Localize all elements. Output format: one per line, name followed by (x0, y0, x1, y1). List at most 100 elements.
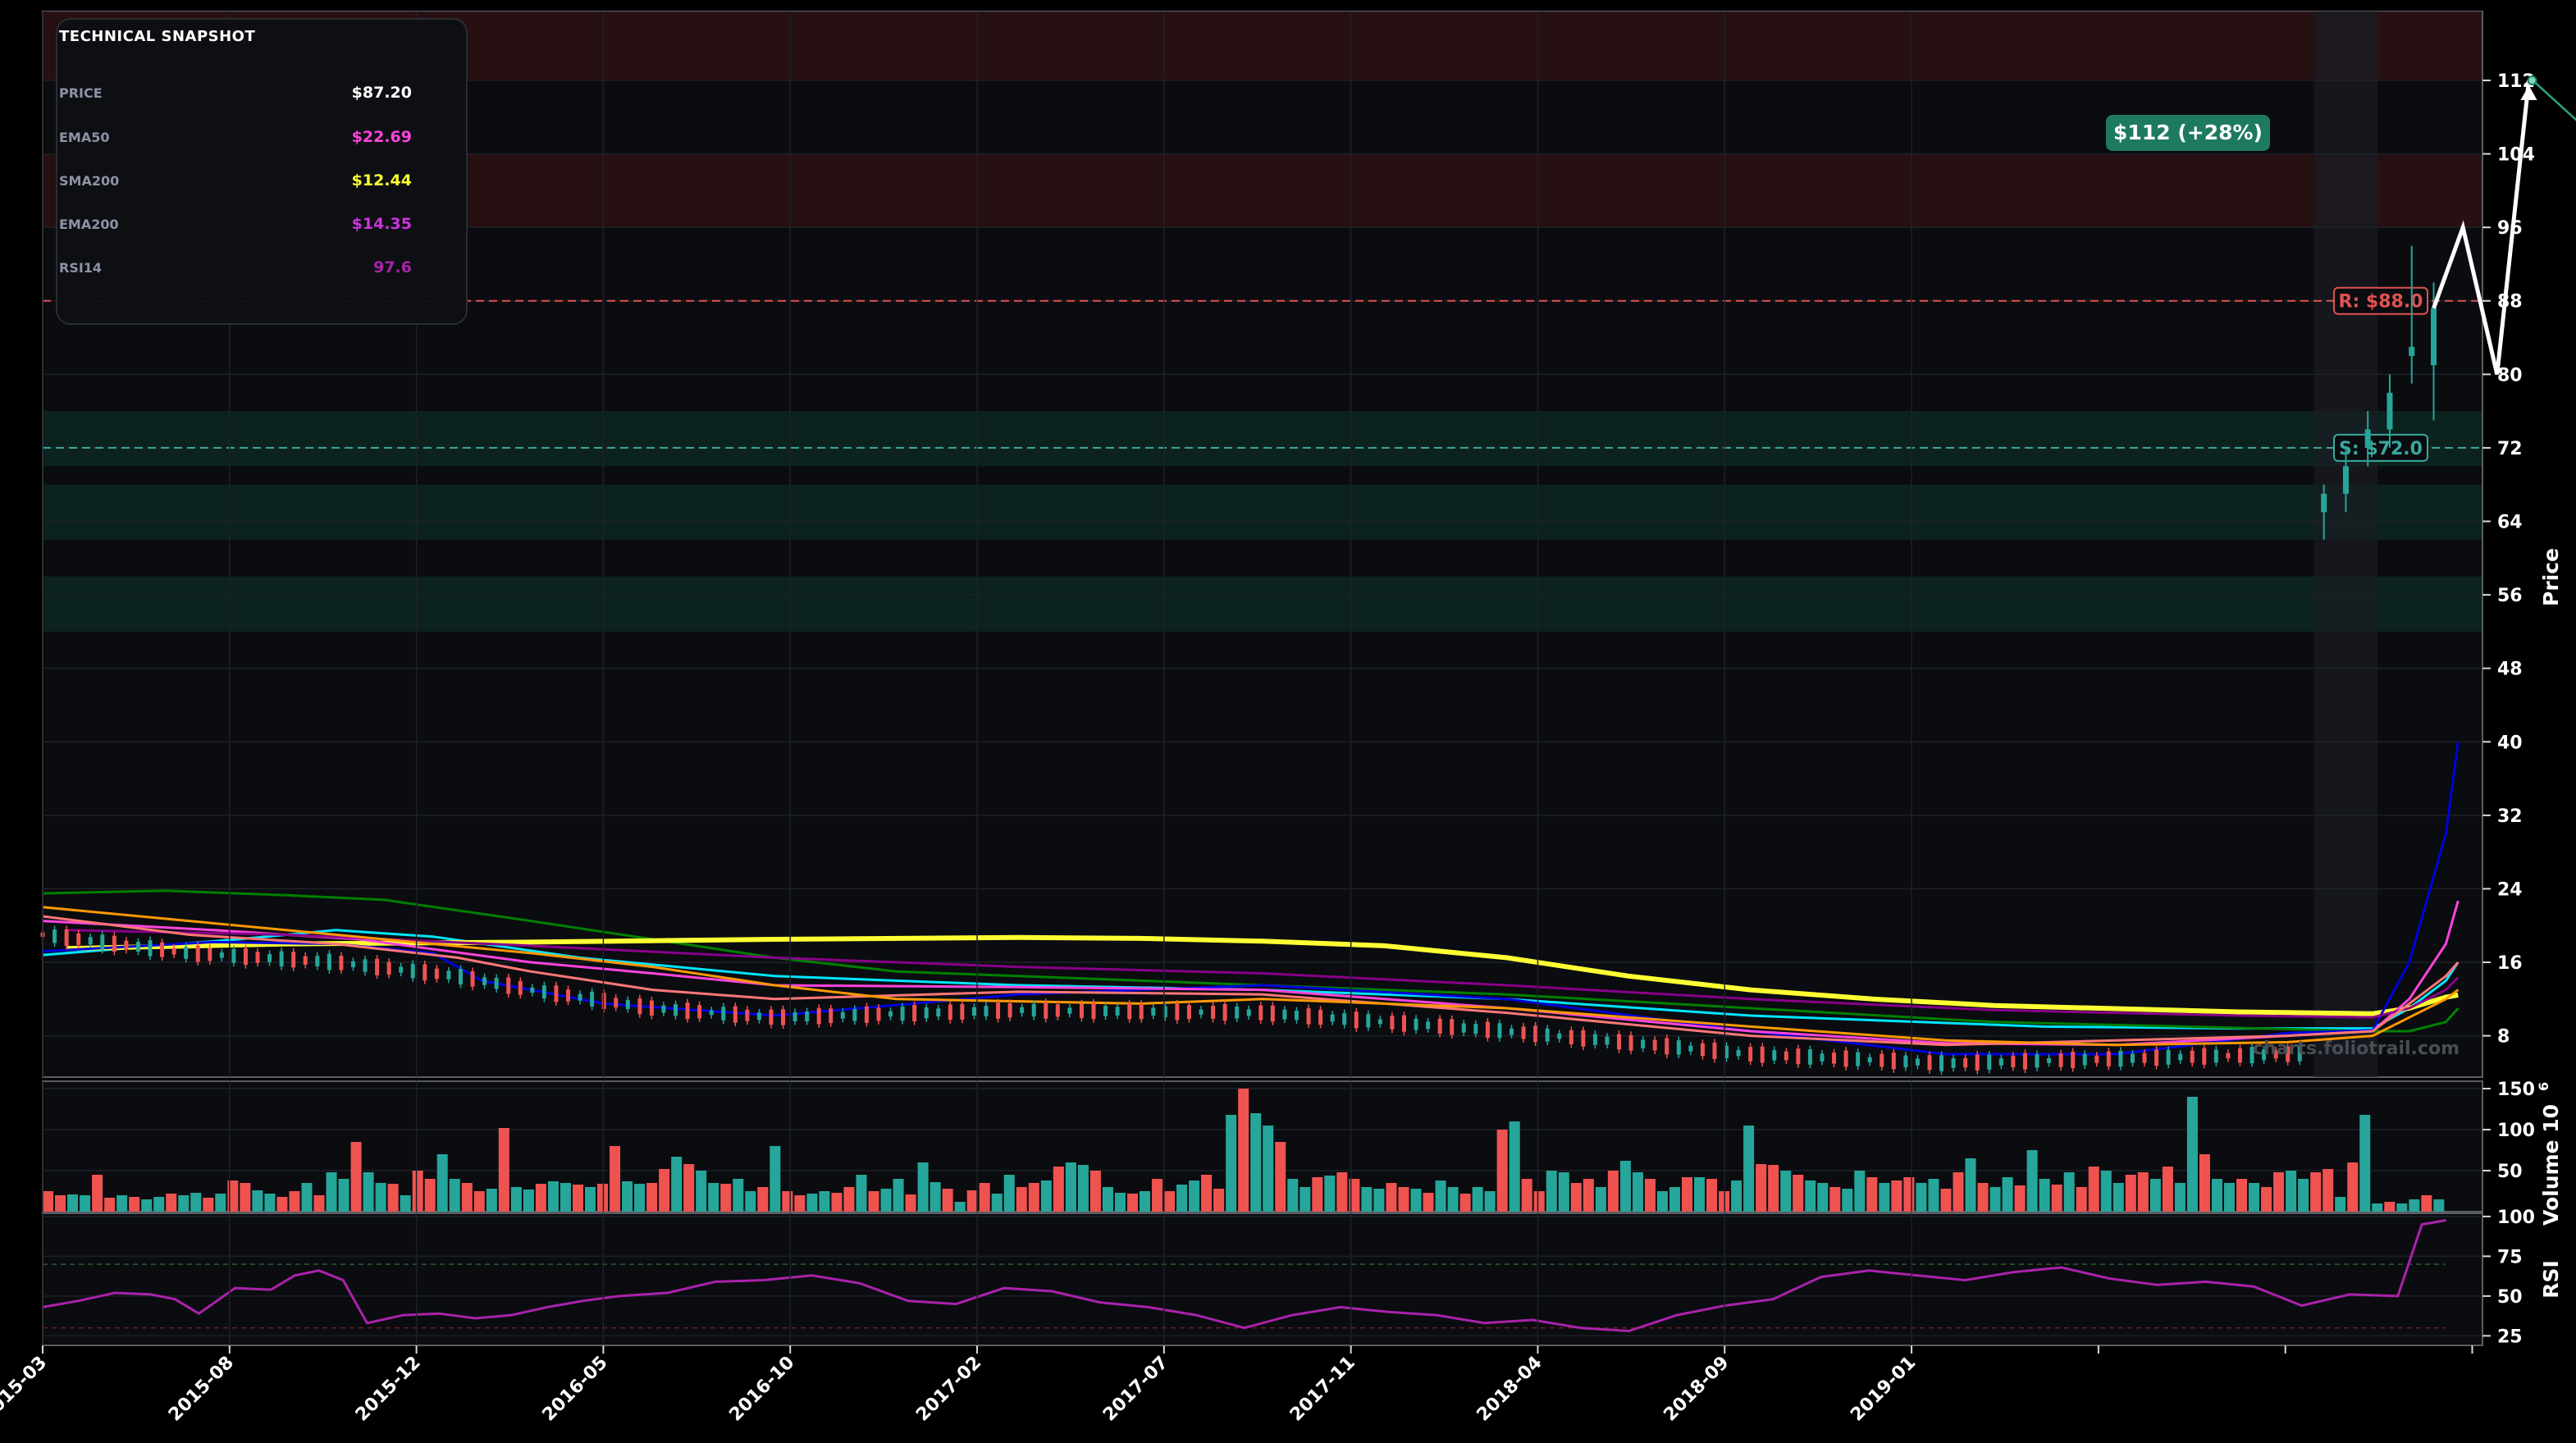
volume-bar (1989, 1187, 2001, 1212)
volume-bar (2261, 1187, 2272, 1212)
volume-bar (1928, 1179, 1939, 1212)
history-candle (171, 948, 176, 955)
history-candle (2106, 1051, 2111, 1067)
history-candle (363, 959, 368, 972)
volume-bar (782, 1191, 793, 1212)
history-candle (1401, 1015, 1406, 1032)
price-tick-label: 32 (2497, 806, 2523, 827)
history-candle (1246, 1009, 1251, 1016)
history-candle (1330, 1014, 1335, 1022)
volume-bar (1423, 1193, 1434, 1212)
history-candle (2058, 1053, 2063, 1067)
volume-tick-label: 100 (2497, 1121, 2535, 1141)
volume-bar (2273, 1172, 2285, 1212)
volume-bar (1016, 1187, 1027, 1212)
volume-bar (473, 1191, 485, 1212)
history-candle (303, 956, 308, 965)
volume-bar (2236, 1179, 2248, 1212)
volume-bar (1263, 1126, 1274, 1212)
volume-bar (659, 1169, 670, 1212)
price-tick-label: 80 (2497, 365, 2523, 386)
volume-bar (1386, 1183, 1397, 1212)
history-candle (816, 1007, 821, 1025)
volume-bar (819, 1191, 830, 1212)
volume-bar (1768, 1165, 1779, 1212)
volume-bar (2310, 1172, 2322, 1212)
history-candle (769, 1009, 774, 1025)
price-tick-label: 24 (2497, 879, 2523, 900)
volume-bar (1077, 1165, 1089, 1212)
volume-bar (412, 1171, 423, 1212)
volume-bar (831, 1193, 843, 1212)
history-candle (1820, 1053, 1825, 1062)
volume-bar (461, 1183, 473, 1212)
history-candle (482, 977, 487, 985)
history-candle (195, 945, 200, 962)
volume-bar (547, 1181, 559, 1212)
history-candle (1843, 1050, 1848, 1067)
history-candle (1772, 1050, 1777, 1061)
volume-bar (227, 1180, 239, 1212)
snapshot-row-rsi14: RSI14 97.6 (59, 258, 412, 285)
volume-bar (80, 1195, 91, 1212)
history-candle (1545, 1028, 1550, 1042)
volume-bar (67, 1194, 79, 1212)
history-candle (1510, 1028, 1514, 1035)
volume-bar (942, 1189, 953, 1212)
history-candle (1270, 1005, 1275, 1022)
volume-bar (683, 1164, 695, 1212)
price-tick-label: 56 (2497, 586, 2523, 606)
history-candle (2237, 1048, 2242, 1063)
history-candle (1485, 1021, 1490, 1039)
volume-bar (1953, 1172, 1964, 1212)
history-candle (1354, 1011, 1359, 1029)
history-candle (1605, 1036, 1610, 1045)
history-candle (64, 929, 69, 947)
history-candle (1007, 1002, 1012, 1018)
volume-bar (1756, 1164, 1767, 1212)
history-candle (410, 963, 415, 979)
volume-bar (1817, 1183, 1829, 1212)
volume-bar (2409, 1199, 2420, 1212)
volume-bar (584, 1187, 596, 1212)
volume-bar (2014, 1185, 2026, 1212)
history-candle (76, 933, 81, 945)
x-tick-label: 2019-01 (1847, 1353, 1920, 1426)
volume-bar (2335, 1197, 2346, 1212)
volume-bar (1632, 1172, 1643, 1212)
volume-bar (770, 1146, 781, 1212)
history-candle (554, 985, 559, 1002)
history-candle (422, 964, 427, 981)
history-candle (2226, 1053, 2231, 1059)
volume-bar (917, 1162, 929, 1212)
volume-bar (1558, 1172, 1569, 1212)
volume-bar (486, 1189, 497, 1212)
volume-bar (498, 1128, 509, 1212)
history-candle (1020, 1007, 1025, 1013)
history-candle (805, 1011, 810, 1022)
snapshot-label: PRICE (59, 85, 103, 101)
volume-bar (1509, 1121, 1520, 1212)
volume-bar (893, 1179, 904, 1212)
technical-snapshot-panel (56, 18, 468, 325)
volume-bar (1126, 1194, 1139, 1212)
price-tick-label: 40 (2497, 733, 2523, 753)
volume-bar (572, 1185, 583, 1212)
volume-bar (116, 1195, 128, 1212)
history-candle (1557, 1033, 1562, 1039)
history-candle (1832, 1053, 1837, 1064)
history-candle (685, 1002, 690, 1020)
volume-bar (2199, 1154, 2210, 1212)
volume-bar (1965, 1158, 1976, 1212)
history-candle (2166, 1050, 2171, 1065)
history-candle (733, 1006, 738, 1023)
history-candle (745, 1009, 750, 1021)
history-candle (1581, 1030, 1586, 1047)
volume-bar (1324, 1176, 1336, 1212)
history-candle (625, 999, 630, 1010)
history-candle (1306, 1008, 1311, 1025)
history-candle (1186, 1005, 1191, 1020)
history-candle (1676, 1040, 1681, 1055)
volume-bar (387, 1184, 399, 1212)
volume-bar (1903, 1177, 1915, 1212)
